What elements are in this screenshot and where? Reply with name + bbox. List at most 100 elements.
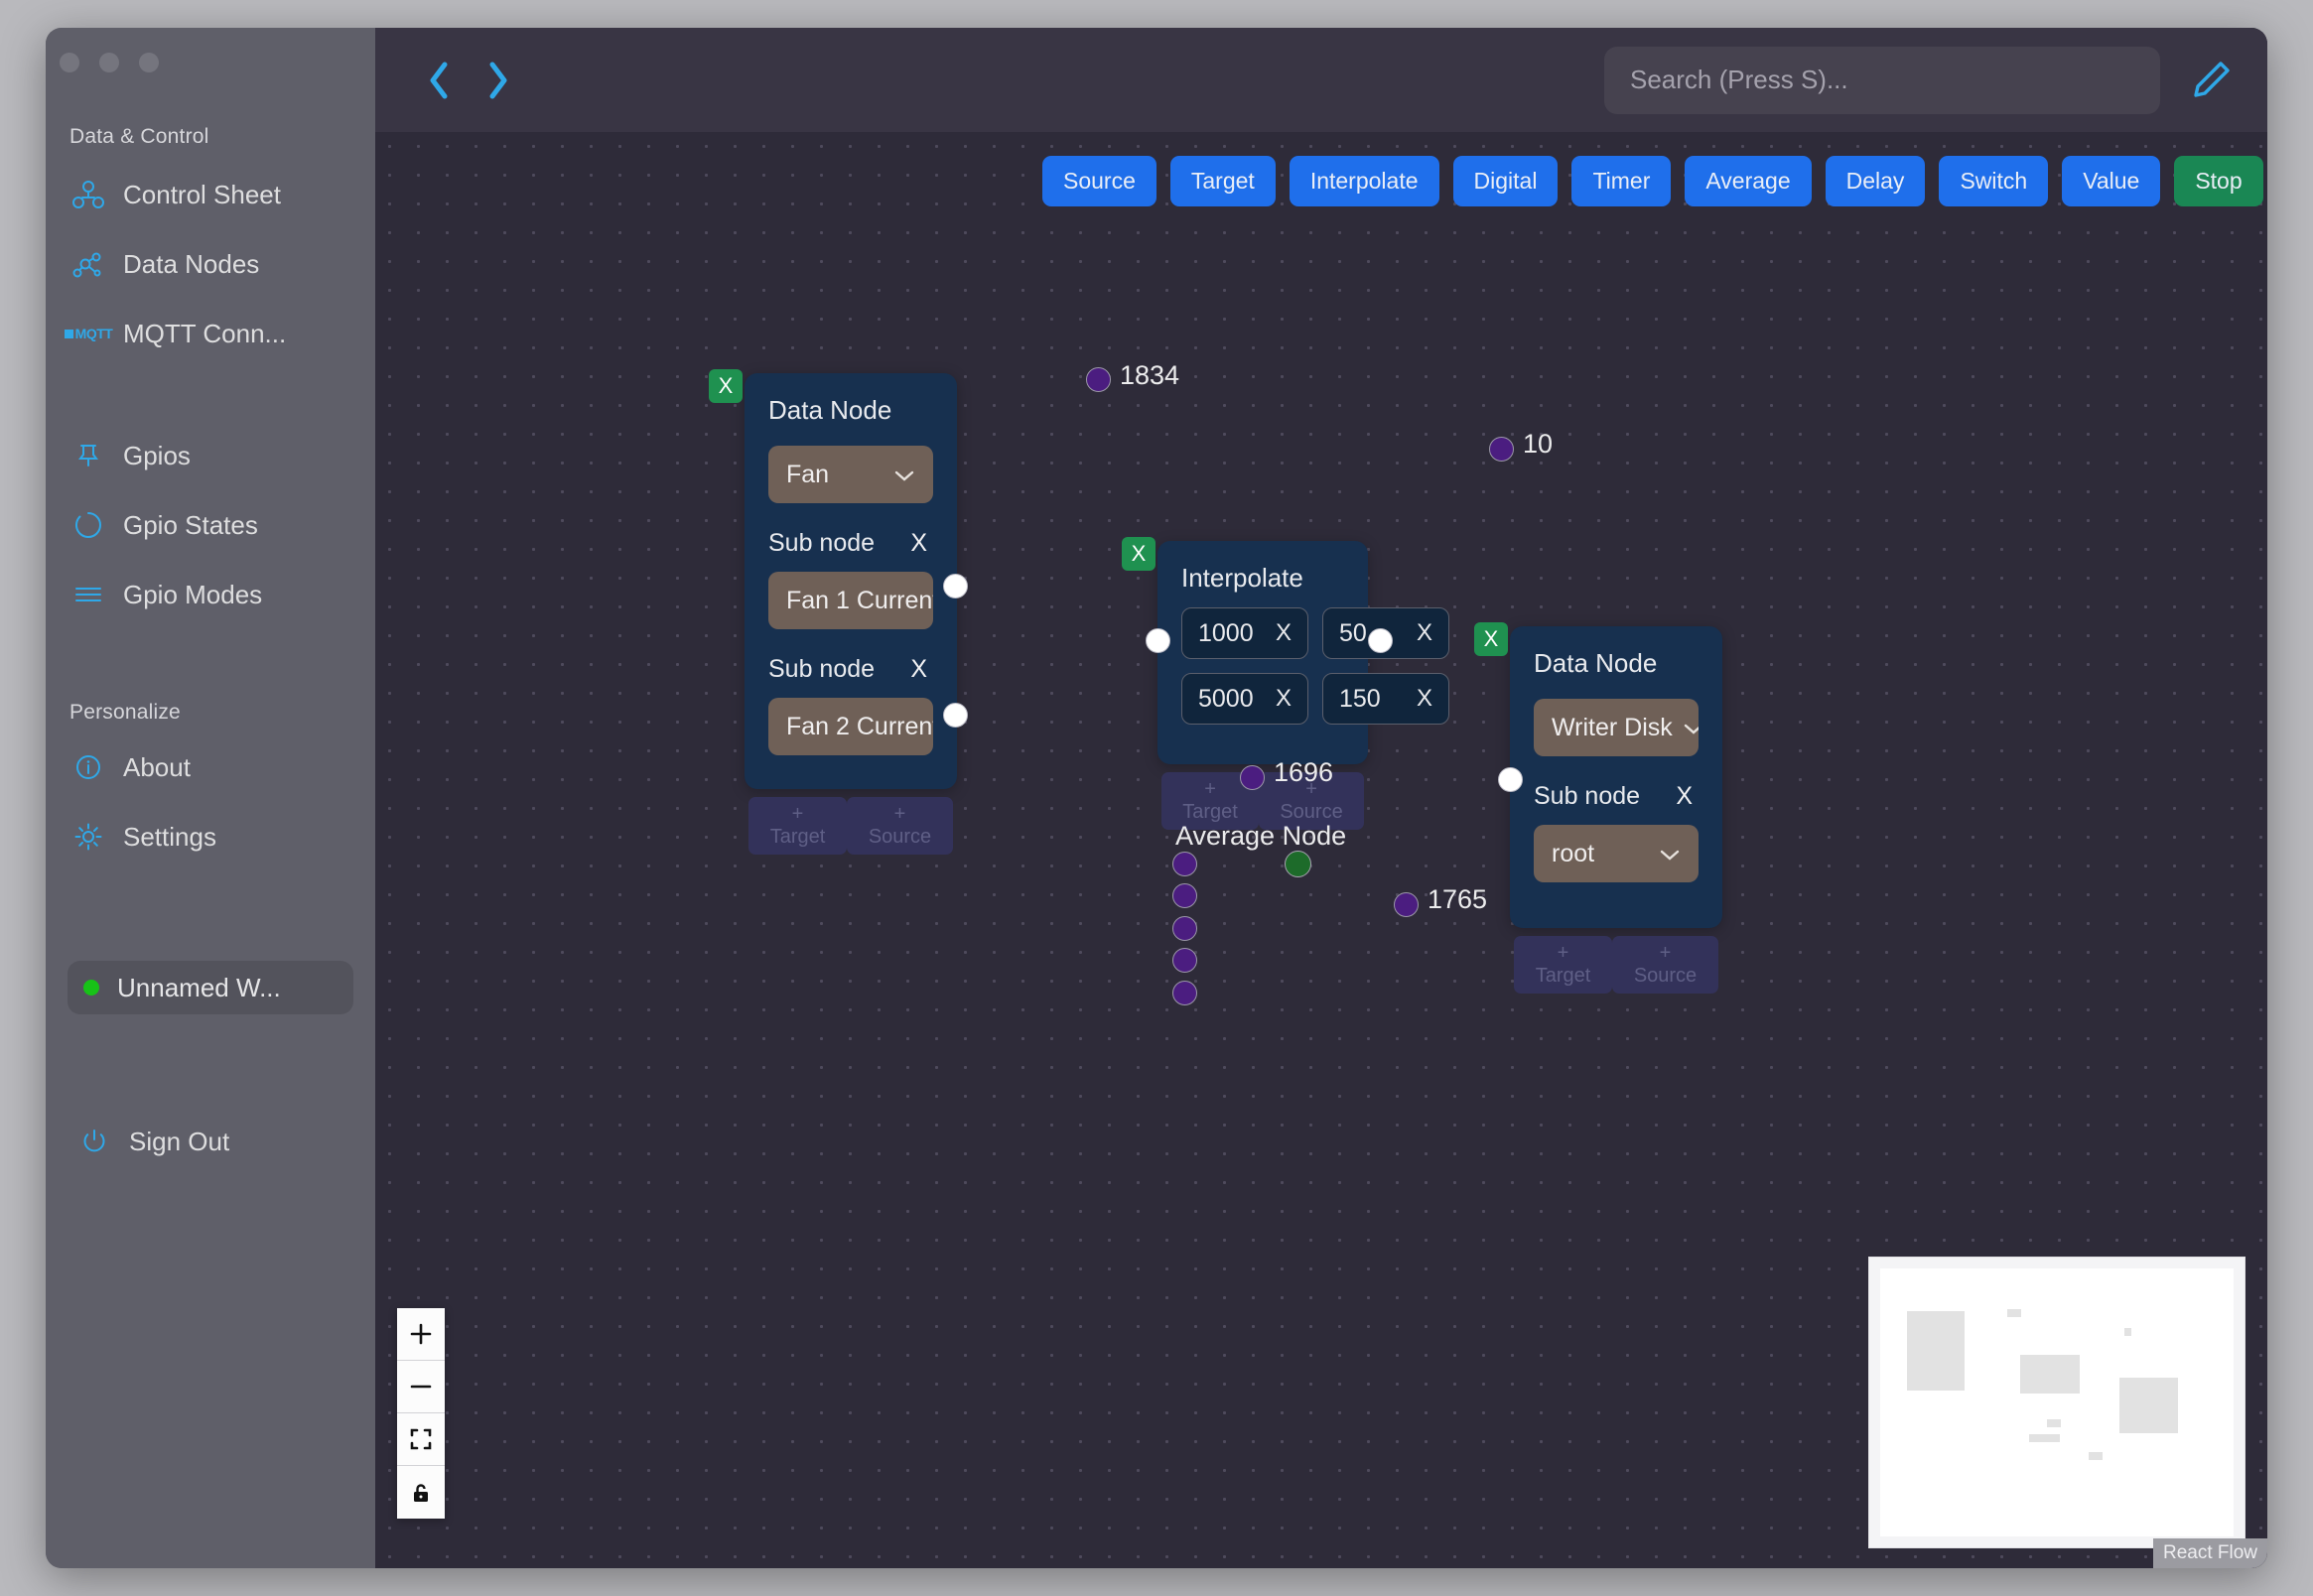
- add-source-node-button[interactable]: Source: [1042, 156, 1156, 206]
- average-output-handle[interactable]: [1285, 851, 1311, 877]
- sidebar-item-label: Gpio Modes: [123, 579, 263, 609]
- average-input-handle-2[interactable]: [1172, 883, 1197, 908]
- zoom-in-button[interactable]: [397, 1308, 445, 1361]
- interpolate-field[interactable]: 5000 X: [1181, 673, 1308, 725]
- app-window: Data & Control Control Sheet: [46, 28, 2267, 1568]
- back-button[interactable]: [409, 51, 469, 110]
- minimap[interactable]: [1868, 1257, 2245, 1548]
- remove-sub-node-button[interactable]: X: [904, 655, 933, 684]
- average-input-handle-5[interactable]: [1172, 981, 1197, 1005]
- value-handle[interactable]: [1489, 437, 1514, 462]
- add-digital-node-button[interactable]: Digital: [1452, 156, 1559, 206]
- node-card: Interpolate 1000 X 50 X 5000 X: [1157, 541, 1449, 764]
- zoom-out-button[interactable]: [397, 1361, 445, 1413]
- top-toolbar: [375, 28, 2267, 132]
- sub-node-select[interactable]: Fan 2 Current Spe: [768, 698, 933, 755]
- delete-node-button[interactable]: X: [1122, 537, 1156, 571]
- node-palette: Source Target Interpolate Digital Timer …: [1042, 156, 2263, 206]
- minimap-node: [2007, 1309, 2021, 1317]
- sub-node-header: Sub node X: [768, 529, 933, 558]
- interpolate-field[interactable]: 50 X: [1322, 607, 1449, 659]
- sidebar-item-mqtt-connection[interactable]: MQTT MQTT Conn...: [56, 311, 365, 356]
- add-source-handle-button[interactable]: + Source: [1612, 936, 1718, 994]
- source-handle-fan1[interactable]: [943, 574, 968, 598]
- sidebar-item-settings[interactable]: Settings: [56, 814, 365, 860]
- add-target-node-button[interactable]: Target: [1169, 156, 1276, 206]
- delete-node-button[interactable]: X: [1474, 622, 1508, 656]
- workspace-name: Unnamed W...: [117, 972, 281, 1002]
- remove-field-button[interactable]: X: [1275, 619, 1292, 646]
- sidebar-item-gpios[interactable]: Gpios: [56, 433, 365, 478]
- average-input-handle-3[interactable]: [1172, 916, 1197, 941]
- source-handle-interpolate[interactable]: [1368, 628, 1393, 653]
- node-card: Data Node Fan Sub node X Fan 1 Current S…: [745, 373, 957, 789]
- sidebar: Data & Control Control Sheet: [46, 28, 375, 1568]
- average-node-title: Average Node: [1175, 821, 1347, 851]
- node-title: Interpolate: [1181, 563, 1303, 593]
- node-interpolate[interactable]: X Interpolate 1000 X 50 X 5000: [1122, 537, 1449, 830]
- node-title: Data Node: [768, 395, 892, 425]
- add-source-handle-button[interactable]: + Source: [847, 797, 953, 855]
- add-target-handle-button[interactable]: + Target: [748, 797, 848, 855]
- add-source-handle-button[interactable]: + Source: [1259, 772, 1364, 830]
- workspace-selector[interactable]: Unnamed W...: [68, 961, 353, 1014]
- value-handle[interactable]: [1240, 765, 1265, 790]
- node-data-node-fan[interactable]: X Data Node Fan Sub node X Fan 1 Curr: [709, 369, 957, 855]
- minimap-node: [1907, 1311, 1965, 1391]
- fit-view-button[interactable]: [397, 1413, 445, 1466]
- status-badge: [83, 980, 99, 996]
- node-data-node-writer-disk[interactable]: X Data Node Writer Disk Sub node X ro: [1474, 622, 1722, 994]
- delete-node-button[interactable]: X: [709, 369, 743, 403]
- stop-button[interactable]: Stop: [2174, 156, 2263, 206]
- remove-field-button[interactable]: X: [1416, 619, 1432, 646]
- pencil-icon[interactable]: [2188, 58, 2234, 103]
- pin-icon: [71, 439, 105, 472]
- sidebar-item-data-nodes[interactable]: Data Nodes: [56, 241, 365, 287]
- close-button[interactable]: [60, 53, 79, 72]
- forward-button[interactable]: [469, 51, 528, 110]
- chevron-down-icon: [884, 461, 915, 489]
- remove-sub-node-button[interactable]: X: [1670, 782, 1699, 811]
- value-handle[interactable]: [1086, 367, 1111, 392]
- sidebar-item-about[interactable]: About: [56, 744, 365, 790]
- target-handle-writer-disk[interactable]: [1498, 767, 1523, 792]
- add-average-node-button[interactable]: Average: [1685, 156, 1812, 206]
- sidebar-item-gpio-modes[interactable]: Gpio Modes: [56, 572, 365, 617]
- mqtt-icon: MQTT: [64, 317, 113, 350]
- source-handle-fan2[interactable]: [943, 703, 968, 728]
- sidebar-item-control-sheet[interactable]: Control Sheet: [56, 172, 365, 217]
- data-source-select[interactable]: Fan: [768, 446, 933, 503]
- field-value: 150: [1339, 684, 1381, 713]
- average-input-handle-4[interactable]: [1172, 948, 1197, 973]
- minimize-button[interactable]: [99, 53, 119, 72]
- add-value-node-button[interactable]: Value: [2062, 156, 2161, 206]
- minimap-viewport: [1880, 1268, 2234, 1536]
- chevron-down-icon: [1673, 714, 1699, 742]
- flow-canvas[interactable]: Source Target Interpolate Digital Timer …: [375, 132, 2267, 1568]
- add-switch-node-button[interactable]: Switch: [1939, 156, 2049, 206]
- node-card: Data Node Writer Disk Sub node X root: [1510, 626, 1722, 928]
- add-delay-node-button[interactable]: Delay: [1825, 156, 1926, 206]
- target-handle-interpolate[interactable]: [1146, 628, 1170, 653]
- add-interpolate-node-button[interactable]: Interpolate: [1289, 156, 1439, 206]
- interpolate-field[interactable]: 1000 X: [1181, 607, 1308, 659]
- remove-field-button[interactable]: X: [1416, 685, 1432, 712]
- sign-out-button[interactable]: Sign Out: [77, 1125, 229, 1158]
- info-circle-icon: [71, 750, 105, 784]
- value-handle[interactable]: [1394, 892, 1419, 917]
- interpolate-field[interactable]: 150 X: [1322, 673, 1449, 725]
- remove-sub-node-button[interactable]: X: [904, 529, 933, 558]
- add-target-handle-button[interactable]: + Target: [1514, 936, 1613, 994]
- field-value: 5000: [1198, 684, 1254, 713]
- data-source-select[interactable]: Writer Disk: [1534, 699, 1699, 756]
- minimap-node: [2020, 1355, 2080, 1394]
- sub-node-select[interactable]: Fan 1 Current Spe: [768, 572, 933, 629]
- average-input-handle-1[interactable]: [1172, 852, 1197, 876]
- sidebar-item-gpio-states[interactable]: Gpio States: [56, 502, 365, 548]
- add-timer-node-button[interactable]: Timer: [1571, 156, 1672, 206]
- maximize-button[interactable]: [139, 53, 159, 72]
- search-input[interactable]: [1604, 46, 2160, 114]
- remove-field-button[interactable]: X: [1275, 685, 1292, 712]
- sub-node-select[interactable]: root: [1534, 825, 1699, 882]
- lock-button[interactable]: [397, 1466, 445, 1519]
